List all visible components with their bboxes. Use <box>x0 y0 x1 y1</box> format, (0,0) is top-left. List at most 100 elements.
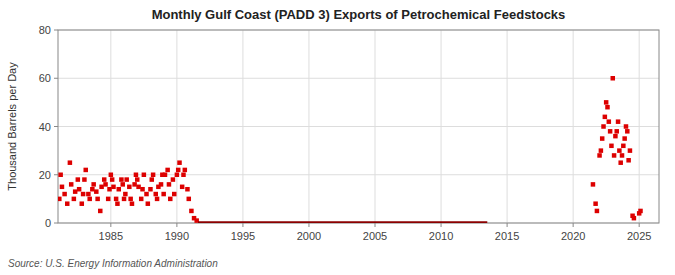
tick <box>308 223 309 227</box>
point <box>183 168 188 173</box>
point <box>189 209 194 214</box>
point <box>91 182 96 187</box>
point <box>58 197 62 202</box>
point <box>161 192 166 197</box>
tick-label: 2015 <box>495 230 519 242</box>
point <box>73 189 78 194</box>
point <box>109 173 114 178</box>
point <box>120 182 125 187</box>
point <box>608 129 613 134</box>
point <box>103 182 108 187</box>
point <box>153 192 158 197</box>
tick <box>375 223 376 227</box>
grid-line <box>573 30 574 223</box>
tick <box>242 223 243 227</box>
point <box>142 173 147 178</box>
tick-label: 2000 <box>297 230 321 242</box>
point <box>603 115 608 120</box>
point <box>177 160 182 165</box>
tick <box>507 223 508 227</box>
axis-label: Thousand Barrels per Day <box>6 62 18 191</box>
point <box>165 168 170 173</box>
title: Monthly Gulf Coast (PADD 3) Exports of P… <box>152 7 566 22</box>
point <box>601 124 606 129</box>
grid-line <box>441 30 442 223</box>
tick-label: 1990 <box>165 230 189 242</box>
tick <box>54 174 58 175</box>
point <box>624 124 629 129</box>
point <box>134 173 139 178</box>
line <box>198 221 487 223</box>
point <box>81 192 86 197</box>
point <box>119 177 124 182</box>
point <box>65 201 70 206</box>
point <box>171 177 176 182</box>
point <box>168 197 173 202</box>
point <box>77 187 82 192</box>
point <box>114 197 119 202</box>
tick <box>110 223 111 227</box>
grid-line <box>308 30 309 223</box>
point <box>106 197 111 202</box>
point <box>72 197 77 202</box>
point <box>611 76 616 81</box>
tick <box>573 223 574 227</box>
point <box>599 148 604 153</box>
point <box>597 153 602 158</box>
point <box>621 144 626 149</box>
tick-label: 80 <box>39 24 51 36</box>
tick <box>176 223 177 227</box>
point <box>616 119 621 124</box>
point <box>132 182 137 187</box>
grid-line <box>176 30 177 223</box>
chart: 0204060801985199019952000200520102015202… <box>0 0 675 275</box>
point <box>94 189 99 194</box>
point <box>600 136 605 141</box>
point <box>175 173 180 178</box>
tick-label: 2025 <box>627 230 651 242</box>
point <box>187 197 192 202</box>
point <box>146 201 151 206</box>
point <box>626 158 631 163</box>
tick <box>54 30 58 31</box>
tick-label: 60 <box>39 72 51 84</box>
point <box>172 192 177 197</box>
point <box>604 100 609 105</box>
point <box>83 168 88 173</box>
tick <box>54 126 58 127</box>
grid-line <box>639 30 640 223</box>
point <box>117 187 122 192</box>
point <box>150 177 155 182</box>
point <box>127 185 132 190</box>
tick-label: 0 <box>45 217 51 229</box>
axes: 0204060801985199019952000200520102015202… <box>39 24 659 242</box>
point <box>617 148 622 153</box>
point <box>130 201 135 206</box>
point <box>90 187 95 192</box>
plot-frame <box>58 30 659 223</box>
point <box>163 173 168 178</box>
point <box>80 201 85 206</box>
point <box>136 185 141 190</box>
point <box>638 209 643 214</box>
point <box>607 119 612 124</box>
data <box>58 76 643 223</box>
grid-line <box>375 30 376 223</box>
point <box>115 201 120 206</box>
point <box>180 185 185 190</box>
point <box>99 185 104 190</box>
tick-label: 2005 <box>363 230 387 242</box>
point <box>613 134 618 139</box>
point <box>622 136 627 141</box>
point <box>614 129 619 134</box>
tick <box>441 223 442 227</box>
grid-line <box>58 126 659 127</box>
point <box>151 173 156 178</box>
tick-label: 2020 <box>561 230 585 242</box>
point <box>591 182 596 187</box>
point <box>148 187 153 192</box>
point <box>86 192 91 197</box>
grid <box>58 30 659 223</box>
point <box>605 105 610 110</box>
point <box>612 153 617 158</box>
